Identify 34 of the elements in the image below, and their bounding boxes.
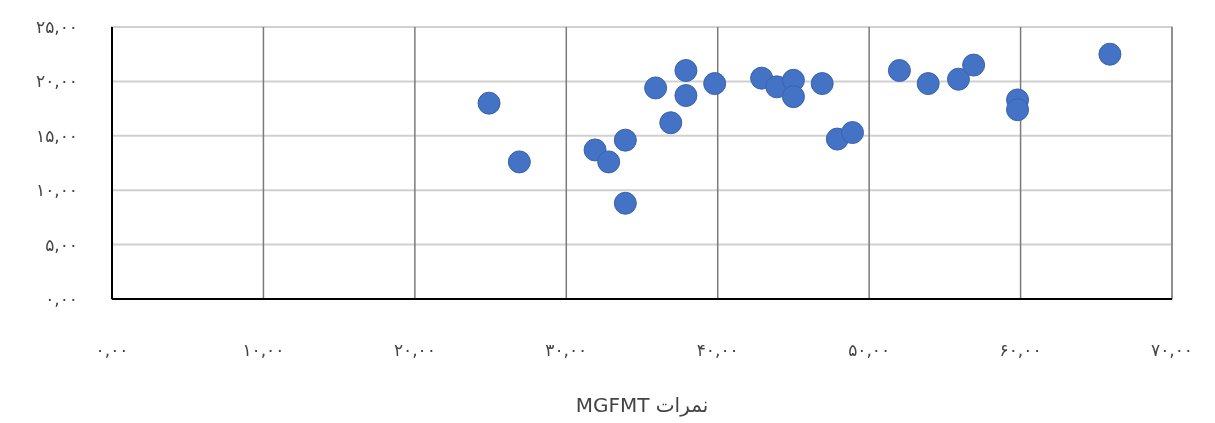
point xyxy=(597,150,621,174)
x-tick-label: ۴۰,۰۰ xyxy=(696,340,739,360)
y-tick-label: ۵,۰۰ xyxy=(45,234,78,255)
y-tick-label: ۰,۰۰ xyxy=(45,289,78,309)
point xyxy=(659,111,683,135)
point xyxy=(703,72,727,96)
point xyxy=(916,72,940,96)
point xyxy=(613,191,637,215)
point xyxy=(507,150,531,174)
x-axis-title: نمرات MGFMT xyxy=(575,393,709,417)
point xyxy=(1098,42,1122,66)
point xyxy=(1006,98,1030,122)
x-tick-label: ۳۰,۰۰ xyxy=(545,340,588,360)
point xyxy=(781,85,805,109)
x-tick-label: ۷۰,۰۰ xyxy=(1151,340,1193,360)
point xyxy=(613,128,637,152)
point xyxy=(674,84,698,108)
x-tick-label: ۰,۰۰ xyxy=(95,340,129,360)
point xyxy=(477,91,501,115)
point xyxy=(840,121,864,145)
x-tick-label: ۵۰,۰۰ xyxy=(848,340,891,360)
point xyxy=(810,72,834,96)
y-tick-label: ۲۰,۰۰ xyxy=(36,71,78,92)
x-tick-label: ۱۰,۰۰ xyxy=(242,340,285,360)
point xyxy=(946,67,970,91)
x-tick-label: ۶۰,۰۰ xyxy=(999,340,1042,360)
y-tick-label: ۲۵,۰۰ xyxy=(36,17,78,37)
point xyxy=(887,59,911,83)
point xyxy=(962,53,986,77)
point xyxy=(674,59,698,83)
point xyxy=(644,76,668,100)
y-tick-label: ۱۵,۰۰ xyxy=(36,125,78,146)
y-tick-label: ۱۰,۰۰ xyxy=(36,180,78,201)
x-tick-label: ۲۰,۰۰ xyxy=(393,340,436,360)
